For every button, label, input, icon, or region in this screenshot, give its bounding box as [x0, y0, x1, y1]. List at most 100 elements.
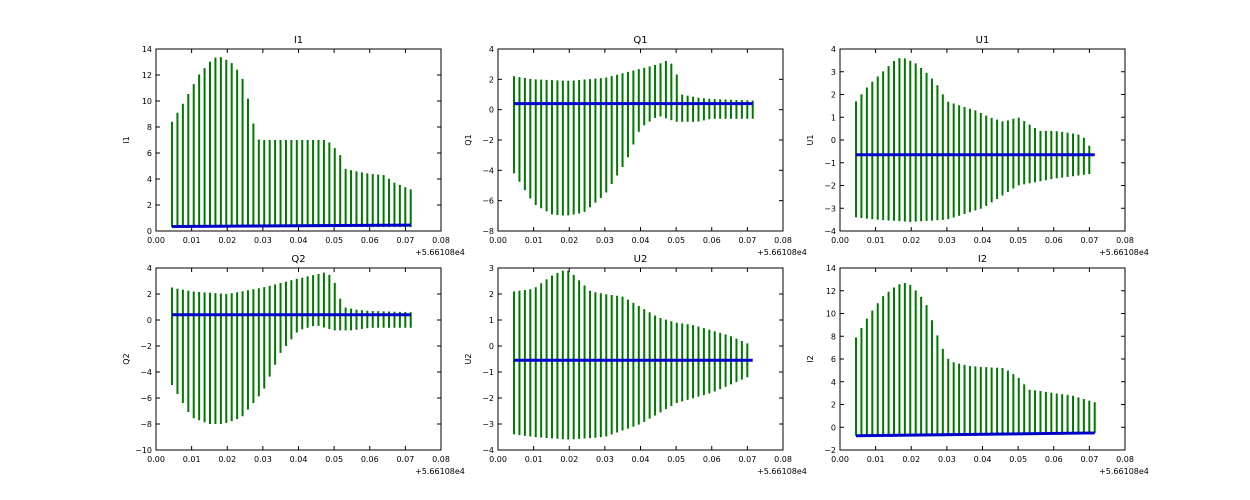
plot-area: [513, 270, 753, 440]
y-tick-label: 4: [489, 45, 494, 54]
y-tick-label: −3: [482, 420, 494, 429]
y-tick-label: 14: [142, 45, 152, 54]
x-tick-label: 0.06: [703, 236, 721, 245]
y-tick-label: −4: [140, 368, 152, 377]
y-tick-label: −2: [824, 446, 836, 455]
subplot-i1: 0.00 0.01 0.02 0.03 0.04 0.05 0.06 0.07 0.08 0 2 4 6…: [122, 35, 465, 257]
y-tick-label: −2: [824, 182, 836, 191]
y-axis-label: Q1: [464, 134, 473, 145]
y-tick-label: 3: [831, 68, 836, 77]
y-tick-label: 2: [831, 401, 836, 410]
y-tick-label: 2: [489, 75, 494, 84]
subplot-q1: 0.00 0.01 0.02 0.03 0.04 0.05 0.06 0.07 0.08 −8 −6…: [464, 35, 807, 257]
x-tick-label: 0.02: [218, 455, 236, 464]
y-tick-label: −8: [482, 227, 494, 236]
baseline-line: [172, 223, 411, 228]
x-tick-label: 0.00: [147, 236, 165, 245]
x-offset-label: +5.66108e4: [757, 467, 807, 476]
y-tick-label: 14: [826, 264, 836, 273]
x-tick-label: 0.04: [632, 236, 650, 245]
x-tick-label: 0.05: [667, 455, 685, 464]
x-tick-label: 0.01: [867, 236, 885, 245]
x-tick-label: 0.05: [1009, 455, 1027, 464]
y-tick-label: 10: [826, 310, 836, 319]
x-tick-label: 0.08: [1116, 455, 1134, 464]
y-tick-label: −6: [482, 197, 494, 206]
x-tick-label: 0.07: [396, 455, 414, 464]
x-tick-label: 0.04: [632, 455, 650, 464]
subplot-title: U2: [634, 254, 648, 265]
x-tick-label: 0.07: [738, 236, 756, 245]
x-tick-label: 0.00: [147, 455, 165, 464]
y-tick-label: 12: [142, 71, 152, 80]
plot-area: [171, 57, 412, 228]
y-tick-label: 4: [831, 378, 836, 387]
x-tick-label: 0.03: [254, 455, 272, 464]
x-tick-label: 0.08: [432, 236, 450, 245]
x-tick-label: 0.05: [325, 455, 343, 464]
x-tick-label: 0.01: [867, 455, 885, 464]
subplot-title: I2: [978, 254, 987, 265]
x-tick-label: 0.01: [183, 236, 201, 245]
plot-area: [855, 58, 1095, 222]
plot-area: [513, 60, 754, 216]
y-axis-label: I1: [122, 136, 131, 143]
x-tick-label: 0.08: [432, 455, 450, 464]
x-tick-label: 0.04: [290, 455, 308, 464]
x-tick-label: 0.03: [596, 236, 614, 245]
x-tick-label: 0.04: [974, 236, 992, 245]
x-tick-label: 0.07: [396, 236, 414, 245]
y-tick-label: −4: [482, 446, 494, 455]
y-tick-label: −1: [482, 368, 494, 377]
x-tick-label: 0.06: [361, 236, 379, 245]
subplot-title: I1: [294, 35, 303, 46]
y-tick-label: 8: [147, 123, 152, 132]
baseline-line: [856, 431, 1095, 438]
x-tick-label: 0.08: [1116, 236, 1134, 245]
x-tick-label: 0.03: [938, 455, 956, 464]
y-tick-label: 2: [147, 290, 152, 299]
x-offset-label: +5.66108e4: [1099, 467, 1149, 476]
y-tick-label: 1: [489, 316, 494, 325]
y-tick-label: 2: [831, 91, 836, 100]
x-tick-label: 0.01: [525, 236, 543, 245]
y-tick-label: −1: [824, 159, 836, 168]
y-tick-label: 0: [489, 342, 494, 351]
x-tick-label: 0.00: [831, 236, 849, 245]
y-tick-label: 8: [831, 332, 836, 341]
y-tick-label: 3: [489, 264, 494, 273]
y-tick-label: 4: [147, 175, 152, 184]
y-tick-label: −2: [140, 342, 152, 351]
plot-area: [855, 283, 1096, 438]
subplot-title: U1: [976, 35, 990, 46]
x-tick-label: 0.00: [489, 455, 507, 464]
x-offset-label: +5.66108e4: [757, 248, 807, 257]
y-tick-label: 2: [489, 290, 494, 299]
x-tick-label: 0.05: [325, 236, 343, 245]
x-tick-label: 0.07: [738, 455, 756, 464]
subplot-u1: 0.00 0.01 0.02 0.03 0.04 0.05 0.06 0.07 0.08 −4 −3…: [806, 35, 1149, 257]
x-offset-label: +5.66108e4: [1099, 248, 1149, 257]
x-tick-label: 0.01: [183, 455, 201, 464]
x-tick-label: 0.07: [1080, 236, 1098, 245]
subplot-i2: 0.00 0.01 0.02 0.03 0.04 0.05 0.06 0.07 0.08 −2 0 2…: [806, 254, 1149, 476]
x-tick-label: 0.06: [361, 455, 379, 464]
y-tick-label: 4: [831, 45, 836, 54]
y-tick-label: 0: [831, 136, 836, 145]
x-tick-label: 0.05: [1009, 236, 1027, 245]
subplot-q2: 0.00 0.01 0.02 0.03 0.04 0.05 0.06 0.07 0.08 −10 −…: [122, 254, 465, 476]
x-tick-label: 0.04: [974, 455, 992, 464]
x-tick-label: 0.03: [254, 236, 272, 245]
y-tick-label: −2: [482, 136, 494, 145]
x-tick-label: 0.00: [489, 236, 507, 245]
y-tick-label: −2: [482, 394, 494, 403]
x-tick-label: 0.07: [1080, 455, 1098, 464]
y-tick-label: −3: [824, 204, 836, 213]
x-tick-label: 0.01: [525, 455, 543, 464]
x-tick-label: 0.02: [218, 236, 236, 245]
y-tick-label: 6: [831, 355, 836, 364]
x-tick-label: 0.06: [1045, 236, 1063, 245]
y-axis-label: I2: [806, 355, 815, 362]
subplot-u2: 0.00 0.01 0.02 0.03 0.04 0.05 0.06 0.07 0.08 −4 −3…: [464, 254, 807, 476]
